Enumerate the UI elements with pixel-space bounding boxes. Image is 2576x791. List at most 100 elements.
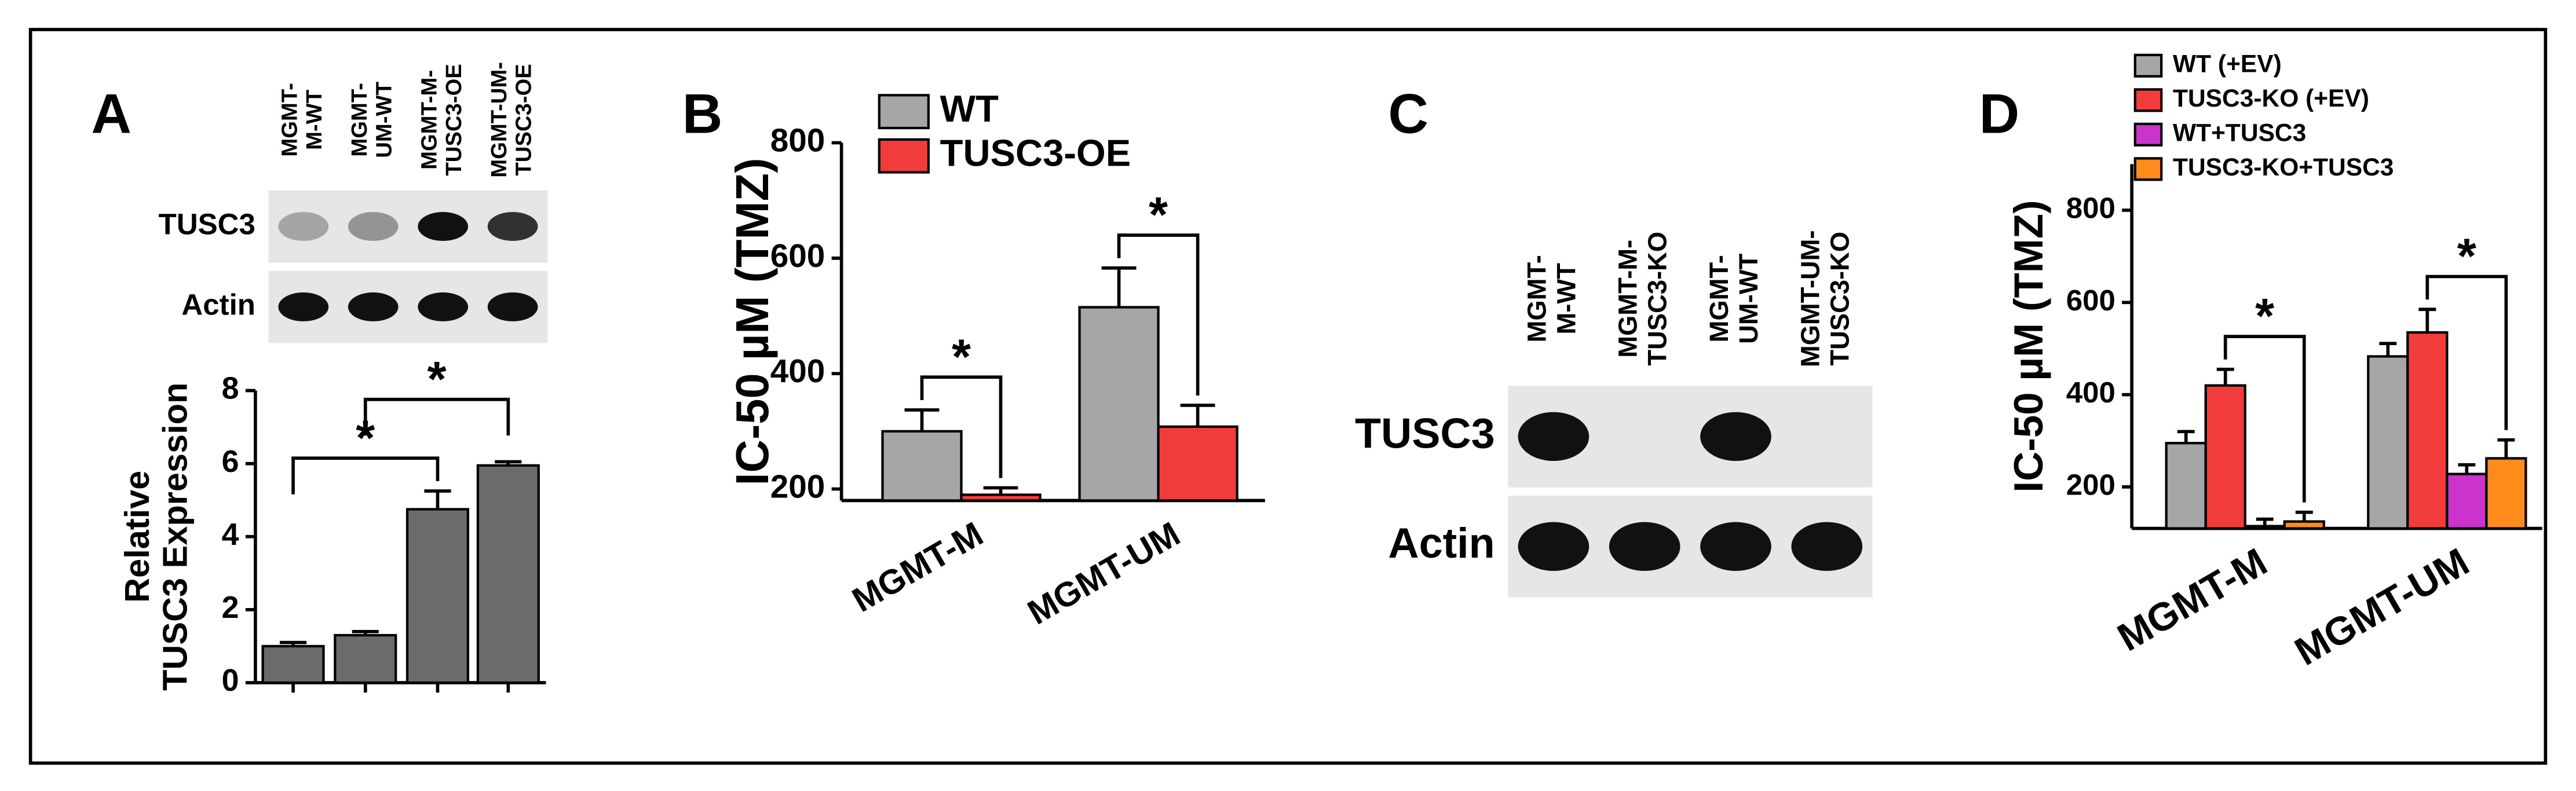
panel-label: B (682, 83, 723, 145)
blot-band (278, 212, 329, 241)
blot-band (348, 212, 399, 241)
lane-label-line: MGMT-M- (417, 70, 442, 170)
legend-label: WT (940, 87, 999, 130)
blot-band (1791, 522, 1863, 571)
bar (2204, 384, 2246, 530)
panel-label: D (1979, 83, 2020, 145)
blot-row-label: TUSC3 (1355, 409, 1495, 457)
bar (1078, 306, 1160, 502)
blot-band (348, 292, 399, 321)
bar (261, 644, 325, 684)
bar (2446, 473, 2488, 530)
bar (881, 430, 963, 502)
significance-label: * (2255, 289, 2274, 344)
blot-band (418, 212, 469, 241)
bar (2367, 355, 2409, 530)
lane-label: MGMT-UM-TUSC3-OE (487, 62, 536, 178)
y-tick-label: 2 (222, 590, 239, 625)
panel-label: C (1388, 83, 1428, 145)
y-tick-label: 0 (222, 663, 239, 698)
y-axis-title: RelativeTUSC3 Expression (118, 383, 194, 691)
lane-label-line: M-WT (1551, 263, 1581, 335)
significance-bracket (291, 456, 440, 495)
blot-band (1700, 412, 1771, 462)
legend-label: WT+TUSC3 (2173, 120, 2306, 147)
bar (476, 464, 540, 684)
y-tick-label: 400 (2066, 376, 2115, 409)
significance-label: * (1149, 188, 1168, 243)
y-tick-label: 800 (770, 123, 825, 159)
significance-bracket (363, 397, 510, 436)
y-tick-label: 4 (222, 517, 239, 552)
legend-swatch (2133, 88, 2163, 112)
lane-label-line: TUSC3-KO (1825, 232, 1854, 366)
y-axis-title-line: Relative (118, 471, 156, 603)
figure-border (28, 28, 2548, 765)
significance-bracket (1117, 233, 1200, 395)
bar (1157, 425, 1238, 502)
legend-swatch (2133, 53, 2163, 78)
blot-row-label: Actin (1388, 519, 1495, 567)
blot-band (1518, 412, 1590, 462)
y-axis-title-line: TUSC3 Expression (155, 383, 194, 691)
y-tick-label: 600 (770, 238, 825, 274)
lane-label-line: MGMT- (1522, 255, 1551, 342)
lane-label-line: MGMT-UM- (1795, 230, 1825, 367)
significance-bracket (2223, 335, 2306, 503)
blot-row-label: TUSC3 (159, 208, 255, 241)
bar (2165, 442, 2207, 530)
bar (960, 493, 1042, 502)
x-tick-label: MGMT-M (846, 514, 989, 620)
x-tick-label: MGMT-UM (1021, 514, 1186, 632)
legend-swatch (2133, 157, 2163, 181)
y-tick-label: 400 (770, 353, 825, 390)
lane-label: MGMT-UM-TUSC3-KO (1795, 230, 1854, 367)
legend-swatch (2133, 122, 2163, 147)
x-tick-label: MGMT-UM (2288, 540, 2476, 674)
bar (2406, 331, 2449, 530)
lane-label: MGMT-M-TUSC3-OE (417, 64, 467, 175)
lane-label-line: UM-WT (372, 82, 397, 158)
blot-band (487, 212, 538, 241)
y-tick-label: 600 (2066, 284, 2115, 317)
significance-label: * (2457, 229, 2476, 284)
legend-swatch (878, 94, 930, 130)
blot-band (1518, 522, 1590, 571)
lane-label-line: TUSC3-OE (511, 64, 536, 175)
lane-label-line: MGMT- (1704, 255, 1734, 342)
lane-label-line: UM-WT (1734, 253, 1763, 343)
y-tick-label: 6 (222, 444, 239, 479)
lane-label-line: TUSC3-KO (1643, 232, 1672, 366)
legend-label: TUSC3-KO (+EV) (2173, 85, 2369, 112)
significance-label: * (952, 329, 971, 384)
y-axis-title: IC-50 µM (TMZ) (2006, 200, 2052, 492)
blot-band (487, 292, 538, 321)
x-tick-label: MGMT-M (2110, 540, 2274, 660)
lane-label-line: MGMT-UM- (487, 62, 511, 178)
y-tick-label: 800 (2066, 192, 2115, 225)
bar (334, 633, 397, 684)
lane-label: MGMT-M-TUSC3-KO (1613, 232, 1672, 366)
lane-label-line: TUSC3-OE (441, 64, 466, 175)
lane-label: MGMT-UM-WT (347, 82, 397, 158)
bar (2485, 457, 2527, 530)
y-tick-label: 200 (2066, 468, 2115, 501)
blot-band (418, 292, 469, 321)
lane-label-line: MGMT- (277, 83, 302, 156)
y-axis-title: IC-50 µM (TMZ) (726, 158, 778, 486)
legend-swatch (878, 138, 930, 174)
lane-label: MGMT-UM-WT (1704, 253, 1763, 343)
lane-label: MGMT-M-WT (1522, 255, 1581, 342)
y-tick-label: 8 (222, 371, 239, 406)
legend-label: TUSC3-KO+TUSC3 (2173, 154, 2394, 181)
significance-bracket (2425, 274, 2508, 430)
blot-band (278, 292, 329, 321)
legend-label: WT (+EV) (2173, 51, 2282, 78)
blot-band (1700, 522, 1771, 571)
bar (405, 508, 470, 684)
blot-band (1609, 522, 1680, 571)
lane-label-line: MGMT-M- (1613, 240, 1643, 358)
legend-label: TUSC3-OE (940, 131, 1131, 174)
